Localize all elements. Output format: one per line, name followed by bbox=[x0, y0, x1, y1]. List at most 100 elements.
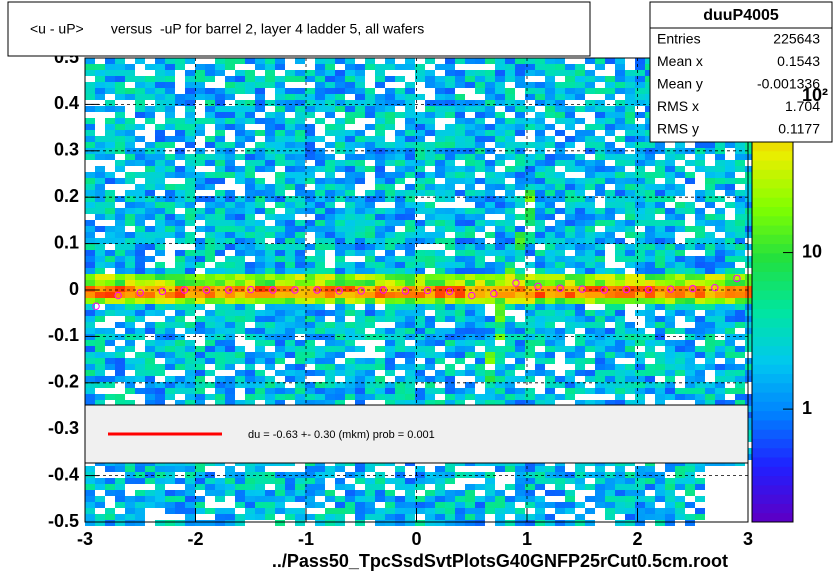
heat-cell bbox=[145, 292, 155, 298]
heat-cell bbox=[85, 376, 95, 382]
heat-cell bbox=[725, 316, 735, 322]
heat-cell bbox=[545, 376, 555, 382]
heat-cell bbox=[155, 388, 165, 394]
stats-value: 0.1543 bbox=[777, 53, 820, 69]
heat-cell bbox=[715, 244, 725, 250]
heat-cell bbox=[295, 508, 305, 514]
heat-cell bbox=[475, 376, 485, 382]
heat-cell bbox=[405, 508, 415, 514]
heat-cell bbox=[375, 124, 385, 130]
heat-cell bbox=[295, 484, 305, 490]
heat-cell bbox=[165, 364, 175, 370]
heat-cell bbox=[395, 322, 405, 328]
heat-cell bbox=[175, 166, 185, 172]
heat-cell bbox=[335, 118, 345, 124]
heat-cell bbox=[465, 520, 475, 526]
heat-cell bbox=[425, 82, 435, 88]
heat-cell bbox=[635, 172, 645, 178]
heat-cell bbox=[215, 400, 225, 406]
heat-cell bbox=[315, 370, 325, 376]
heat-cell bbox=[445, 238, 455, 244]
heat-cell bbox=[285, 340, 295, 346]
heat-cell bbox=[705, 382, 715, 388]
heat-cell bbox=[485, 88, 495, 94]
heat-cell bbox=[615, 154, 625, 160]
heat-cell bbox=[375, 508, 385, 514]
heat-cell bbox=[155, 346, 165, 352]
heat-cell bbox=[95, 94, 105, 100]
heat-cell bbox=[475, 100, 485, 106]
heat-cell bbox=[315, 400, 325, 406]
heat-cell bbox=[515, 268, 525, 274]
heat-cell bbox=[195, 160, 205, 166]
heat-cell bbox=[395, 346, 405, 352]
heat-cell bbox=[245, 130, 255, 136]
heat-cell bbox=[455, 118, 465, 124]
heat-cell bbox=[295, 244, 305, 250]
heat-cell bbox=[465, 172, 475, 178]
heat-cell bbox=[645, 262, 655, 268]
heat-cell bbox=[485, 220, 495, 226]
heat-cell bbox=[485, 184, 495, 190]
heat-cell bbox=[675, 214, 685, 220]
heat-cell bbox=[185, 304, 195, 310]
heat-cell bbox=[445, 82, 455, 88]
heat-cell bbox=[465, 196, 475, 202]
heat-cell bbox=[575, 280, 585, 286]
heat-cell bbox=[475, 112, 485, 118]
heat-cell bbox=[165, 208, 175, 214]
heat-cell bbox=[615, 376, 625, 382]
heat-cell bbox=[645, 388, 655, 394]
heat-cell bbox=[385, 340, 395, 346]
heat-cell bbox=[205, 268, 215, 274]
heat-cell bbox=[515, 346, 525, 352]
heat-cell bbox=[375, 196, 385, 202]
heat-cell bbox=[435, 310, 445, 316]
heat-cell bbox=[315, 268, 325, 274]
heat-cell bbox=[625, 220, 635, 226]
heat-cell bbox=[295, 232, 305, 238]
heat-cell bbox=[335, 88, 345, 94]
heat-cell bbox=[565, 82, 575, 88]
heat-cell bbox=[585, 136, 595, 142]
heat-cell bbox=[415, 184, 425, 190]
heat-cell bbox=[275, 490, 285, 496]
heat-cell bbox=[465, 496, 475, 502]
heat-cell bbox=[355, 142, 365, 148]
heat-cell bbox=[585, 496, 595, 502]
heat-cell bbox=[605, 340, 615, 346]
heat-cell bbox=[485, 334, 495, 340]
heat-cell bbox=[705, 184, 715, 190]
heat-cell bbox=[485, 484, 495, 490]
heat-cell bbox=[345, 322, 355, 328]
heat-cell bbox=[425, 520, 435, 526]
heat-cell bbox=[155, 472, 165, 478]
heat-cell bbox=[255, 262, 265, 268]
heat-cell bbox=[585, 76, 595, 82]
heat-cell bbox=[545, 298, 555, 304]
heat-cell bbox=[455, 298, 465, 304]
heat-cell bbox=[615, 70, 625, 76]
heat-cell bbox=[115, 130, 125, 136]
heat-cell bbox=[575, 484, 585, 490]
heat-cell bbox=[555, 172, 565, 178]
heat-cell bbox=[355, 346, 365, 352]
heat-cell bbox=[235, 274, 245, 280]
heat-cell bbox=[215, 58, 225, 64]
heat-cell bbox=[395, 262, 405, 268]
heat-cell bbox=[335, 466, 345, 472]
heat-cell bbox=[85, 310, 95, 316]
heat-cell bbox=[635, 340, 645, 346]
heat-cell bbox=[275, 64, 285, 70]
heat-cell bbox=[265, 70, 275, 76]
heat-cell bbox=[225, 520, 235, 526]
heat-cell bbox=[245, 514, 255, 520]
heat-cell bbox=[565, 76, 575, 82]
heat-cell bbox=[95, 400, 105, 406]
heat-cell bbox=[465, 214, 475, 220]
heat-cell bbox=[485, 286, 495, 292]
heat-cell bbox=[655, 322, 665, 328]
heat-cell bbox=[595, 496, 605, 502]
heat-cell bbox=[405, 484, 415, 490]
